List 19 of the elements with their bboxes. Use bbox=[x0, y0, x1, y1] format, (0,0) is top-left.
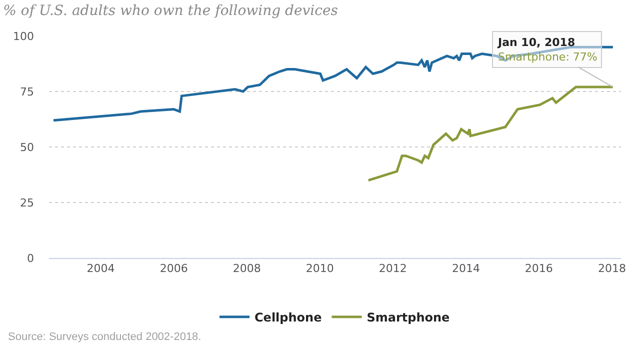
legend-label: Smartphone bbox=[366, 310, 450, 325]
y-tick-label: 0 bbox=[27, 252, 34, 265]
legend-label: Cellphone bbox=[254, 310, 322, 325]
x-tick-label: 2004 bbox=[86, 262, 115, 276]
annotation: Jan 10, 2018 Smartphone: 77% bbox=[497, 36, 598, 64]
y-tick-label: 25 bbox=[20, 196, 34, 210]
x-tick-label: 2016 bbox=[524, 262, 553, 276]
x-tick-label: 2014 bbox=[452, 262, 480, 276]
x-tick-label: 2010 bbox=[306, 262, 334, 276]
y-tick-label: 75 bbox=[20, 85, 34, 98]
y-tick-label: 100 bbox=[13, 30, 34, 43]
x-tick-label: 2018 bbox=[598, 262, 626, 276]
y-tick-label: 50 bbox=[20, 140, 34, 154]
line-series bbox=[367, 86, 614, 182]
chart-title: % of U.S. adults who own the following devices bbox=[3, 2, 338, 19]
x-tick-label: 2012 bbox=[378, 262, 407, 276]
x-tick-label: 2008 bbox=[232, 262, 261, 276]
source-note: Source: Surveys conducted 2002-2018. bbox=[8, 331, 202, 343]
x-tick-label: 2006 bbox=[160, 262, 188, 276]
